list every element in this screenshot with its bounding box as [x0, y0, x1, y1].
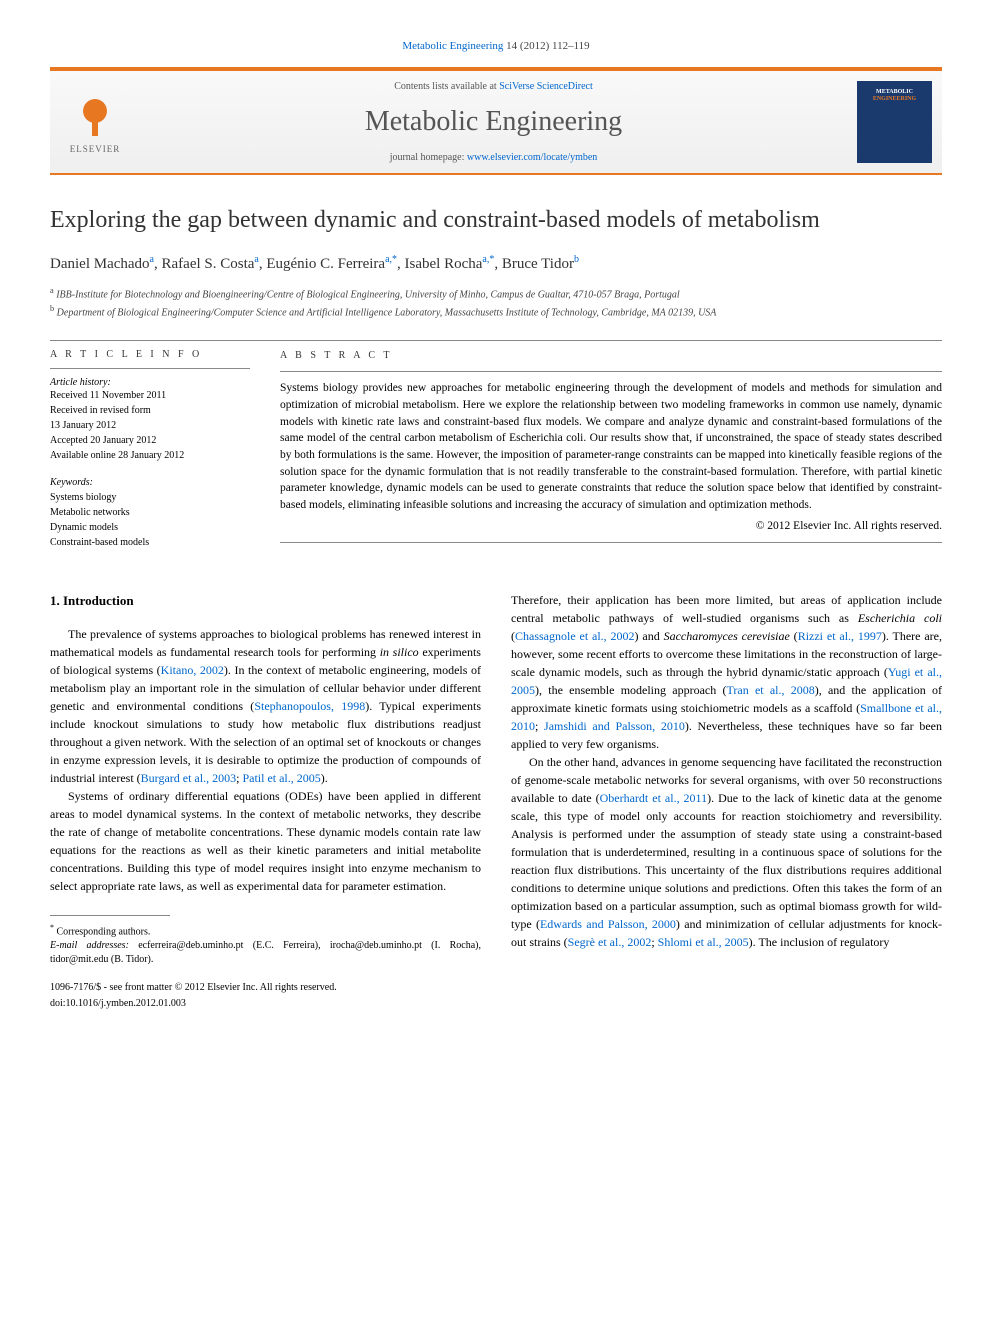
article-info-label: A R T I C L E I N F O: [50, 349, 250, 360]
column-left: 1. Introduction The prevalence of system…: [50, 591, 481, 1011]
doi-line: doi:10.1016/j.ymben.2012.01.003: [50, 997, 481, 1011]
author-affil-marker[interactable]: a: [254, 254, 258, 265]
paragraph: On the other hand, advances in genome se…: [511, 753, 942, 951]
citation-link[interactable]: Burgard et al., 2003: [141, 771, 236, 785]
corresponding-authors: * Corresponding authors. E-mail addresse…: [50, 922, 481, 967]
elsevier-tree-icon: [70, 91, 120, 141]
abstract-block: A B S T R A C T Systems biology provides…: [280, 349, 942, 552]
elsevier-logo[interactable]: ELSEVIER: [50, 71, 140, 173]
contents-available-line: Contents lists available at SciVerse Sci…: [140, 81, 847, 92]
keyword: Metabolic networks: [50, 505, 250, 520]
article-title: Exploring the gap between dynamic and co…: [50, 205, 942, 236]
author[interactable]: Rafael S. Costa: [162, 256, 255, 272]
abstract-label: A B S T R A C T: [280, 349, 942, 364]
journal-name: Metabolic Engineering: [140, 106, 847, 138]
affiliation-a: IBB-Institute for Biotechnology and Bioe…: [56, 290, 679, 301]
abstract-copyright: © 2012 Elsevier Inc. All rights reserved…: [280, 518, 942, 535]
journal-cover-thumbnail[interactable]: METABOLIC ENGINEERING: [857, 81, 932, 163]
paragraph: Therefore, their application has been mo…: [511, 591, 942, 753]
corresponding-label-text: Corresponding authors.: [57, 926, 151, 937]
footnote-divider: [50, 915, 170, 916]
author[interactable]: Isabel Rocha: [405, 256, 483, 272]
citation-link[interactable]: Patil et al., 2005: [242, 771, 320, 785]
keyword: Constraint-based models: [50, 535, 250, 550]
article-info-block: A R T I C L E I N F O Article history: R…: [50, 349, 250, 552]
affiliation-b: Department of Biological Engineering/Com…: [57, 307, 717, 318]
keyword: Dynamic models: [50, 520, 250, 535]
masthead-center: Contents lists available at SciVerse Sci…: [140, 71, 847, 173]
homepage-line: journal homepage: www.elsevier.com/locat…: [140, 152, 847, 163]
email-label: E-mail addresses:: [50, 940, 129, 951]
citation-link[interactable]: Tran et al., 2008: [726, 683, 814, 697]
column-right: Therefore, their application has been mo…: [511, 591, 942, 1011]
citation-link[interactable]: Chassagnole et al., 2002: [515, 629, 635, 643]
author-affil-marker[interactable]: a,*: [385, 254, 397, 265]
keywords-label: Keywords:: [50, 477, 250, 488]
history-label: Article history:: [50, 377, 250, 388]
elsevier-label: ELSEVIER: [70, 144, 121, 154]
divider: [50, 368, 250, 369]
keyword: Systems biology: [50, 490, 250, 505]
divider: [280, 542, 942, 543]
journal-masthead: ELSEVIER Contents lists available at Sci…: [50, 67, 942, 175]
author-affil-marker[interactable]: b: [574, 254, 579, 265]
running-header-journal[interactable]: Metabolic Engineering: [402, 40, 503, 52]
sciencedirect-link[interactable]: SciVerse ScienceDirect: [499, 81, 593, 92]
section-heading: 1. Introduction: [50, 591, 481, 611]
cover-title-line1: METABOLIC: [876, 89, 913, 96]
history-item: Available online 28 January 2012: [50, 448, 250, 463]
history-item: Accepted 20 January 2012: [50, 433, 250, 448]
history-item: Received 11 November 2011: [50, 388, 250, 403]
journal-homepage-link[interactable]: www.elsevier.com/locate/ymben: [467, 152, 597, 163]
author[interactable]: Daniel Machado: [50, 256, 150, 272]
paragraph: Systems of ordinary differential equatio…: [50, 787, 481, 895]
divider: [280, 371, 942, 372]
cover-title-line2: ENGINEERING: [873, 96, 916, 103]
history-item: 13 January 2012: [50, 418, 250, 433]
citation-link[interactable]: Edwards and Palsson, 2000: [540, 917, 676, 931]
paragraph: The prevalence of systems approaches to …: [50, 625, 481, 787]
author[interactable]: Bruce Tidor: [502, 256, 574, 272]
author-affil-marker[interactable]: a: [150, 254, 154, 265]
citation-link[interactable]: Kitano, 2002: [161, 663, 224, 677]
history-item: Received in revised form: [50, 403, 250, 418]
running-header-citation: 14 (2012) 112–119: [506, 40, 590, 52]
citation-link[interactable]: Jamshidi and Palsson, 2010: [544, 719, 685, 733]
abstract-text: Systems biology provides new approaches …: [280, 380, 942, 513]
citation-link[interactable]: Shlomi et al., 2005: [658, 935, 749, 949]
citation-link[interactable]: Stephanopoulos, 1998: [254, 699, 365, 713]
body-columns: 1. Introduction The prevalence of system…: [50, 591, 942, 1011]
divider: [50, 340, 942, 341]
affiliations: a IBB-Institute for Biotechnology and Bi…: [50, 285, 942, 320]
info-abstract-row: A R T I C L E I N F O Article history: R…: [50, 349, 942, 552]
author[interactable]: Eugénio C. Ferreira: [266, 256, 385, 272]
running-header: Metabolic Engineering 14 (2012) 112–119: [50, 40, 942, 52]
author-affil-marker[interactable]: a,*: [482, 254, 494, 265]
citation-link[interactable]: Rizzi et al., 1997: [798, 629, 882, 643]
issn-line: 1096-7176/$ - see front matter © 2012 El…: [50, 981, 481, 995]
citation-link[interactable]: Segrè et al., 2002: [568, 935, 652, 949]
author-list: Daniel Machadoa, Rafael S. Costaa, Eugén…: [50, 254, 942, 273]
citation-link[interactable]: Oberhardt et al., 2011: [600, 791, 708, 805]
